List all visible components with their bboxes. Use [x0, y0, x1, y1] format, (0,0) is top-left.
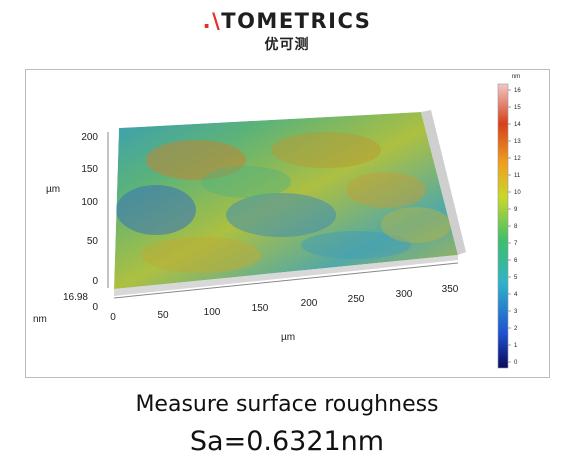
- y-axis-label: µm: [46, 184, 60, 195]
- colorbar-tick-label: 13: [514, 139, 521, 145]
- colorbar-tick-label: 9: [514, 207, 518, 213]
- y-tick-label: 200: [81, 132, 98, 143]
- colorbar-tick-label: 10: [514, 190, 521, 196]
- x-axis-ticks: 0 50 100 150 200 250 300 350: [110, 284, 459, 323]
- x-tick-label: 50: [157, 310, 169, 321]
- colorbar: [497, 83, 509, 369]
- colorbar-tick-label: 8: [514, 224, 518, 230]
- colorbar-tick-label: 0: [514, 360, 518, 366]
- colorbar-tick-label: 12: [514, 156, 521, 162]
- z-max-label: 16.98: [63, 292, 88, 303]
- brand-wordmark: .\TOMETRICS: [0, 10, 574, 32]
- z-axis-label: nm: [33, 314, 47, 325]
- x-tick-label: 200: [301, 298, 318, 309]
- colorbar-unit: nm: [512, 74, 520, 80]
- x-axis-line: [113, 262, 459, 299]
- surface-plot: 200 150 100 50 0 µm 16.98 0 nm 0 50 100 …: [33, 74, 521, 369]
- surface-plot-frame: 200 150 100 50 0 µm 16.98 0 nm 0 50 100 …: [25, 69, 550, 378]
- brand-logo: .\TOMETRICS 优可测: [0, 10, 574, 54]
- brand-mark: .\: [202, 9, 222, 33]
- x-tick-label: 250: [348, 294, 365, 305]
- y-tick-label: 100: [81, 197, 98, 208]
- brand-name: TOMETRICS: [221, 9, 372, 33]
- x-tick-label: 100: [204, 307, 221, 318]
- colorbar-tick-label: 16: [514, 88, 521, 94]
- x-axis-label: µm: [281, 332, 295, 343]
- colorbar-tick-label: 1: [514, 343, 518, 349]
- y-tick-label: 0: [92, 276, 98, 287]
- y-tick-label: 150: [81, 164, 98, 175]
- colorbar-tick-label: 2: [514, 326, 518, 332]
- colorbar-tick-label: 5: [514, 275, 518, 281]
- colorbar-tick-label: 7: [514, 241, 518, 247]
- colorbar-tick-label: 14: [514, 122, 521, 128]
- colorbar-tick-label: 11: [514, 173, 521, 179]
- x-tick-label: 0: [110, 312, 116, 323]
- surface-end-face: [421, 110, 466, 255]
- x-tick-label: 300: [396, 289, 413, 300]
- surface-topography: [114, 112, 458, 289]
- surface-side-face: [114, 255, 458, 296]
- brand-name-cn: 优可测: [264, 37, 310, 53]
- colorbar-tick-label: 6: [514, 258, 518, 264]
- caption-title: Measure surface roughness: [135, 392, 439, 417]
- roughness-value: Sa=0.6321nm: [189, 426, 385, 457]
- y-tick-label: 50: [87, 236, 99, 247]
- y-axis-ticks: 200 150 100 50 0: [81, 132, 98, 287]
- z-zero-label: 0: [92, 302, 98, 313]
- colorbar-tick-label: 15: [514, 105, 521, 111]
- x-tick-label: 150: [252, 303, 269, 314]
- colorbar-tick-label: 3: [514, 309, 518, 315]
- x-tick-label: 350: [442, 284, 459, 295]
- colorbar-tick-label: 4: [514, 292, 518, 298]
